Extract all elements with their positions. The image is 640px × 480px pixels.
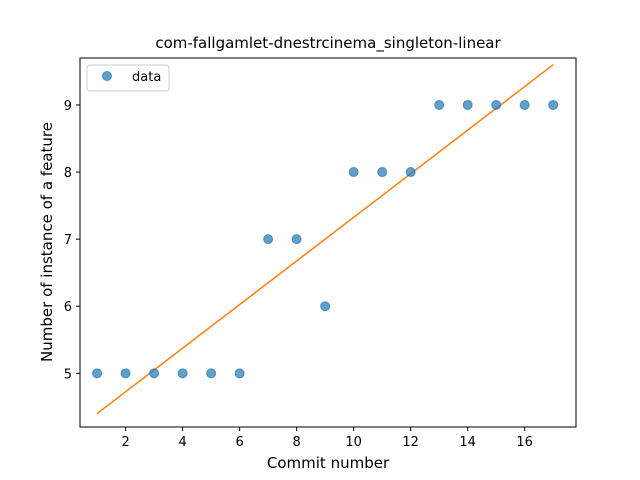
x-tick-label: 10 — [345, 435, 362, 450]
data-point — [263, 234, 274, 245]
data-point — [234, 368, 245, 379]
fit-line — [96, 64, 554, 415]
y-tick-label: 7 — [64, 233, 72, 248]
legend-marker-data — [102, 71, 112, 81]
legend-label-data: data — [132, 70, 161, 85]
data-point — [548, 99, 559, 110]
x-tick-label: 6 — [235, 435, 243, 450]
data-point — [491, 99, 502, 110]
y-tick-label: 6 — [64, 300, 72, 315]
data-point — [120, 368, 131, 379]
data-point — [405, 167, 416, 178]
data-point — [348, 167, 359, 178]
axes: 2 4 6 8 10 12 14 16 5 6 7 8 9 — [64, 99, 533, 450]
x-tick-label: 12 — [402, 435, 419, 450]
data-point — [92, 368, 103, 379]
data-point — [434, 99, 445, 110]
data-point — [519, 99, 530, 110]
x-tick-label: 8 — [293, 435, 301, 450]
legend: data — [86, 64, 170, 92]
data-point — [320, 301, 331, 312]
x-tick-label: 4 — [178, 435, 186, 450]
y-axis-label: Number of instance of a feature — [38, 122, 56, 362]
x-tick-label: 2 — [121, 435, 129, 450]
x-tick-label: 16 — [516, 435, 533, 450]
chart-marks — [92, 64, 559, 415]
y-tick-label: 5 — [64, 367, 72, 382]
chart-title: com-fallgamlet-dnestrcinema_singleton-li… — [155, 34, 501, 53]
plot-frame — [79, 57, 577, 428]
data-point — [377, 167, 388, 178]
data-point — [177, 368, 188, 379]
data-point — [206, 368, 217, 379]
x-tick-label: 14 — [459, 435, 476, 450]
x-axis-label: Commit number — [267, 454, 390, 472]
data-point — [291, 234, 302, 245]
y-tick-label: 8 — [64, 166, 72, 181]
data-point — [462, 99, 473, 110]
data-point — [149, 368, 160, 379]
plot-area — [80, 58, 576, 427]
y-tick-label: 9 — [64, 99, 72, 114]
